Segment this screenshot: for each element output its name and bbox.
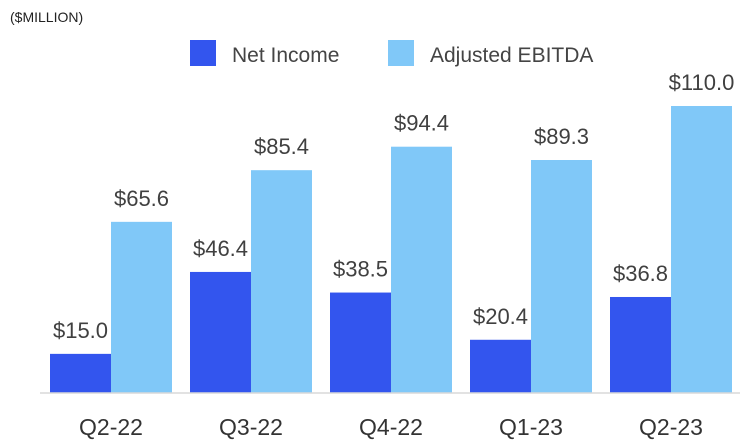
- value-labels-group: $15.0 $65.6 $46.4 $85.4 $38.5 $94.4 $20.4 $89.3…: [53, 70, 734, 343]
- value-label-adjusted-ebitda-q3-22: $85.4: [254, 134, 309, 159]
- value-label-net-income-q2-22: $15.0: [53, 318, 108, 343]
- value-label-adjusted-ebitda-q4-22: $94.4: [394, 111, 449, 136]
- bar-adjusted-ebitda-q2-22: [111, 221, 172, 393]
- x-tick-q3-22: Q3-22: [219, 414, 283, 440]
- value-label-adjusted-ebitda-q2-22: $65.6: [114, 186, 169, 211]
- bar-net-income-q3-22: [190, 271, 251, 393]
- bar-net-income-q2-22: [50, 353, 111, 393]
- value-label-net-income-q2-23: $36.8: [613, 261, 668, 286]
- unit-label: ($MILLION): [10, 9, 83, 25]
- value-label-net-income-q1-23: $20.4: [473, 304, 528, 329]
- legend: Net Income Adjusted EBITDA: [190, 40, 593, 67]
- x-tick-q4-22: Q4-22: [359, 414, 423, 440]
- value-label-adjusted-ebitda-q1-23: $89.3: [534, 124, 589, 149]
- bar-adjusted-ebitda-q3-22: [251, 170, 312, 393]
- x-tick-q1-23: Q1-23: [499, 414, 563, 440]
- x-tick-q2-22: Q2-22: [79, 414, 143, 440]
- value-label-net-income-q3-22: $46.4: [193, 236, 248, 261]
- legend-swatch-adjusted-ebitda: [388, 40, 414, 66]
- legend-swatch-net-income: [190, 40, 216, 66]
- legend-label-adjusted-ebitda: Adjusted EBITDA: [430, 44, 593, 67]
- bars-group: [50, 106, 732, 393]
- legend-label-net-income: Net Income: [232, 44, 339, 67]
- bar-net-income-q2-23: [610, 296, 671, 393]
- bar-net-income-q4-22: [330, 292, 391, 393]
- bar-adjusted-ebitda-q2-23: [671, 106, 732, 393]
- bar-adjusted-ebitda-q4-22: [391, 146, 452, 393]
- x-axis-ticks: Q2-22 Q3-22 Q4-22 Q1-23 Q2-23: [79, 414, 703, 440]
- value-label-net-income-q4-22: $38.5: [333, 257, 388, 282]
- value-label-adjusted-ebitda-q2-23: $110.0: [669, 70, 735, 95]
- bar-adjusted-ebitda-q1-23: [531, 160, 592, 393]
- bar-net-income-q1-23: [470, 339, 531, 393]
- x-tick-q2-23: Q2-23: [639, 414, 703, 440]
